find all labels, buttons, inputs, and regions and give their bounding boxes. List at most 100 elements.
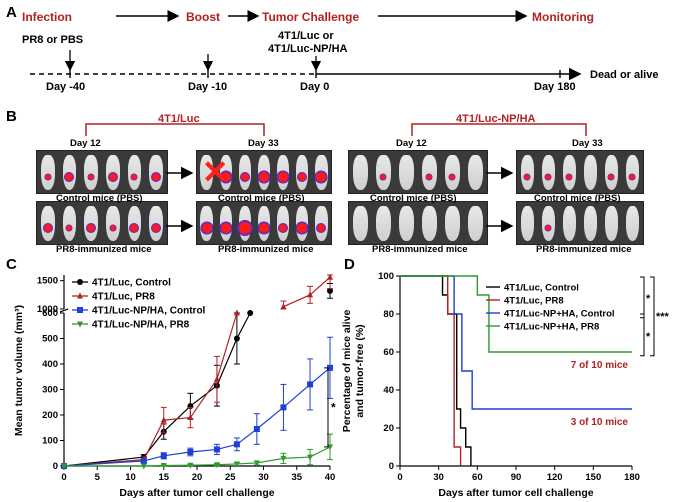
mouse-image xyxy=(62,155,77,190)
imaging-title-4t1-luc: 4T1/Luc xyxy=(158,113,200,125)
mouse-image xyxy=(422,155,437,190)
tumor-signal xyxy=(379,173,387,181)
mouse-image xyxy=(520,206,535,241)
data-point xyxy=(233,441,240,448)
y-tick-label: 200 xyxy=(42,410,58,421)
mouse-image xyxy=(238,155,251,190)
mouse-image xyxy=(296,155,309,190)
mouse-image xyxy=(520,155,535,190)
mouse-image xyxy=(257,155,271,190)
tumor-signal xyxy=(109,224,117,232)
tumor-signal xyxy=(276,170,290,184)
x-axis-title: Days after tumor cell challenge xyxy=(438,487,593,499)
x-tick-label: 25 xyxy=(225,472,236,483)
x-tick-label: 5 xyxy=(95,472,101,483)
data-point xyxy=(213,375,220,382)
y-axis-title-line1: Percentage of mice alive xyxy=(341,310,353,433)
panel-label-a: A xyxy=(6,4,17,21)
data-point xyxy=(280,404,287,411)
mouse-image xyxy=(562,155,577,190)
imaging-arrows xyxy=(166,166,514,233)
y-tick-label: 40 xyxy=(383,385,394,396)
timeline-graphic xyxy=(30,10,582,81)
survival-curve xyxy=(400,275,472,466)
data-point xyxy=(307,291,314,298)
panel-label-b: B xyxy=(6,108,17,125)
stage-infection: Infection xyxy=(22,10,72,24)
left-late-control-label: Control mice (PBS) xyxy=(218,193,305,204)
right-day-12: Day 12 xyxy=(396,138,427,149)
mouse-image xyxy=(468,155,483,190)
tumor-signal xyxy=(257,170,271,184)
annotation-3-of-10: 3 of 10 mice xyxy=(571,417,629,428)
mouse-image xyxy=(219,206,233,241)
x-axis-title: Days after tumor cell challenge xyxy=(119,487,274,499)
tumor-signal xyxy=(278,222,289,233)
tumor-signal xyxy=(200,221,214,235)
data-point xyxy=(327,364,333,371)
tumor-signal xyxy=(86,222,97,233)
legend-label: 4T1/Luc-NP/HA, PR8 xyxy=(92,320,190,331)
right-late-control-label: Control mice (PBS) xyxy=(534,193,621,204)
tumor-signal xyxy=(151,171,162,182)
legend-label: 4T1/Luc, Control xyxy=(504,283,579,294)
mouse-image xyxy=(84,155,99,190)
left-day-33: Day 33 xyxy=(248,138,279,149)
significance-bracket xyxy=(324,367,329,448)
challenge-agent-2: 4T1/Luc-NP/HA xyxy=(268,43,348,55)
mouse-image xyxy=(399,155,414,190)
legend-label: 4T1/Luc-NP+HA, Control xyxy=(504,309,615,320)
bioluminescence-strip: ✕ xyxy=(196,150,332,194)
significance-mark: * xyxy=(331,400,336,414)
mouse-image xyxy=(625,155,640,190)
tumor-signal xyxy=(151,222,162,233)
infection-agent: PR8 or PBS xyxy=(22,34,84,46)
tumor-signal xyxy=(448,173,456,181)
y-tick-label: 0 xyxy=(53,461,58,472)
mouse-image xyxy=(84,206,99,241)
left-late-pr8-label: PR8-immunized mice xyxy=(218,244,314,255)
x-tick-label: 180 xyxy=(624,472,640,483)
tumor-signal xyxy=(544,224,552,232)
survival-curve xyxy=(400,275,632,410)
tumor-signal xyxy=(607,173,615,181)
day-minus-40: Day -40 xyxy=(46,81,86,93)
x-tick-label: 0 xyxy=(397,472,402,483)
mouse-image xyxy=(149,206,164,241)
mouse-image xyxy=(105,155,120,190)
bioluminescence-strip xyxy=(36,150,168,194)
annotation-7-of-10: 7 of 10 mice xyxy=(571,360,629,371)
significance-bracket xyxy=(640,276,645,319)
stage-boost: Boost xyxy=(186,10,220,24)
bioluminescence-strip xyxy=(516,150,644,194)
tumor-signal xyxy=(44,173,52,181)
mouse-image xyxy=(200,206,214,241)
data-point xyxy=(253,460,260,467)
mouse-image xyxy=(399,206,414,241)
data-point xyxy=(253,426,260,433)
panel-label-c: C xyxy=(6,256,17,273)
data-point xyxy=(307,454,314,461)
tumor-signal xyxy=(107,171,118,182)
data-point xyxy=(247,310,254,316)
mouse-image xyxy=(583,206,598,241)
y-tick-label: 60 xyxy=(383,347,394,358)
y-tick-label: 80 xyxy=(383,309,394,320)
tumor-signal xyxy=(295,221,309,235)
x-tick-label: 40 xyxy=(325,472,336,483)
tumor-signal xyxy=(565,173,573,181)
tumor-signal xyxy=(257,221,271,235)
mouse-image xyxy=(277,206,290,241)
mouse-image xyxy=(219,155,233,190)
legend-label: 4T1/Luc-NP+HA, PR8 xyxy=(504,322,599,333)
mouse-image xyxy=(62,206,77,241)
tumor-signal xyxy=(87,173,95,181)
tumor-signal xyxy=(130,173,138,181)
mouse-image xyxy=(353,155,368,190)
data-point xyxy=(187,462,194,469)
tumor-signal xyxy=(628,173,636,181)
right-early-control-label: Control mice (PBS) xyxy=(370,193,457,204)
mouse-image xyxy=(353,206,368,241)
mouse-image xyxy=(541,155,556,190)
y-tick-label: 1500 xyxy=(37,276,58,287)
